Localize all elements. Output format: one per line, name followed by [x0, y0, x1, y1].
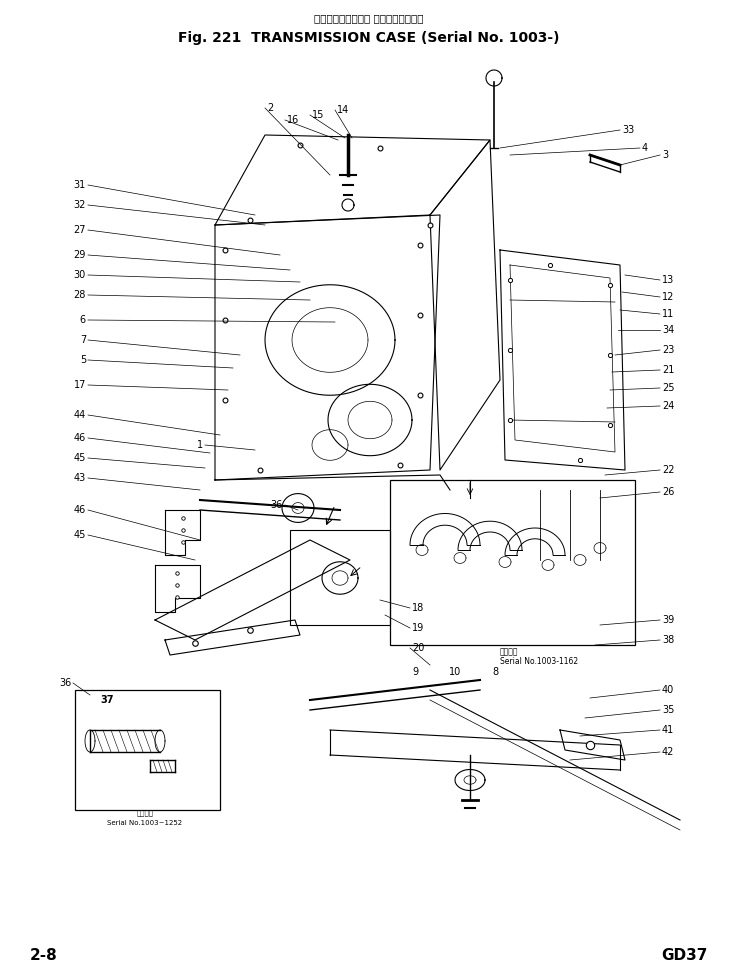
Bar [390, 480, 635, 645]
Text: 通用号機: 通用号機 [137, 809, 154, 816]
Text: 23: 23 [662, 345, 675, 355]
Text: 12: 12 [662, 292, 675, 302]
Text: 15: 15 [312, 110, 325, 120]
Text: 9: 9 [412, 667, 418, 677]
Text: 7: 7 [80, 335, 86, 345]
Text: 13: 13 [662, 275, 675, 285]
Text: 36: 36 [271, 500, 283, 510]
Text: 2: 2 [267, 103, 273, 113]
Text: 6: 6 [80, 315, 86, 325]
Text: 8: 8 [492, 667, 498, 677]
Text: 34: 34 [662, 325, 675, 335]
Text: 45: 45 [74, 530, 86, 540]
Text: 4: 4 [642, 143, 648, 153]
Text: 46: 46 [74, 505, 86, 515]
Text: 31: 31 [74, 180, 86, 190]
Text: 29: 29 [74, 250, 86, 260]
Text: 43: 43 [74, 473, 86, 483]
Bar [290, 530, 390, 625]
Text: GD37: GD37 [662, 948, 708, 962]
Text: 28: 28 [74, 290, 86, 300]
Text: 3: 3 [662, 150, 668, 160]
Text: 1: 1 [197, 440, 203, 450]
Text: 22: 22 [662, 465, 675, 475]
Text: 19: 19 [412, 623, 424, 633]
Text: 21: 21 [662, 365, 675, 375]
Text: 32: 32 [74, 200, 86, 210]
Text: 10: 10 [449, 667, 461, 677]
Text: 5: 5 [80, 355, 86, 365]
Text: 25: 25 [662, 383, 675, 393]
Text: 40: 40 [662, 685, 675, 695]
Text: 42: 42 [662, 747, 675, 757]
Text: 20: 20 [412, 643, 424, 653]
Text: トランスミッション ケース（通用号機: トランスミッション ケース（通用号機 [314, 13, 424, 23]
Text: 46: 46 [74, 433, 86, 443]
Text: 通用号機: 通用号機 [500, 648, 519, 656]
Text: 14: 14 [337, 105, 349, 115]
Text: 17: 17 [74, 380, 86, 390]
Text: 36: 36 [60, 678, 72, 688]
Text: 24: 24 [662, 401, 675, 411]
Text: 11: 11 [662, 309, 675, 319]
Text: 26: 26 [662, 487, 675, 497]
Text: 39: 39 [662, 615, 675, 625]
Text: 45: 45 [74, 453, 86, 463]
Bar [75, 690, 220, 810]
Text: 2-8: 2-8 [30, 948, 58, 962]
Text: Serial No.1003-1162: Serial No.1003-1162 [500, 657, 578, 666]
Text: 27: 27 [74, 225, 86, 235]
Text: 18: 18 [412, 603, 424, 613]
Text: 33: 33 [622, 125, 634, 135]
Text: 35: 35 [662, 705, 675, 715]
Text: 44: 44 [74, 410, 86, 420]
Text: 37: 37 [100, 695, 114, 705]
Text: Serial No.1003~1252: Serial No.1003~1252 [108, 820, 182, 826]
Text: 16: 16 [287, 115, 299, 125]
Text: 41: 41 [662, 725, 675, 735]
Text: 30: 30 [74, 270, 86, 280]
Text: 38: 38 [662, 635, 675, 645]
Text: Fig. 221  TRANSMISSION CASE (Serial No. 1003-): Fig. 221 TRANSMISSION CASE (Serial No. 1… [179, 31, 559, 45]
